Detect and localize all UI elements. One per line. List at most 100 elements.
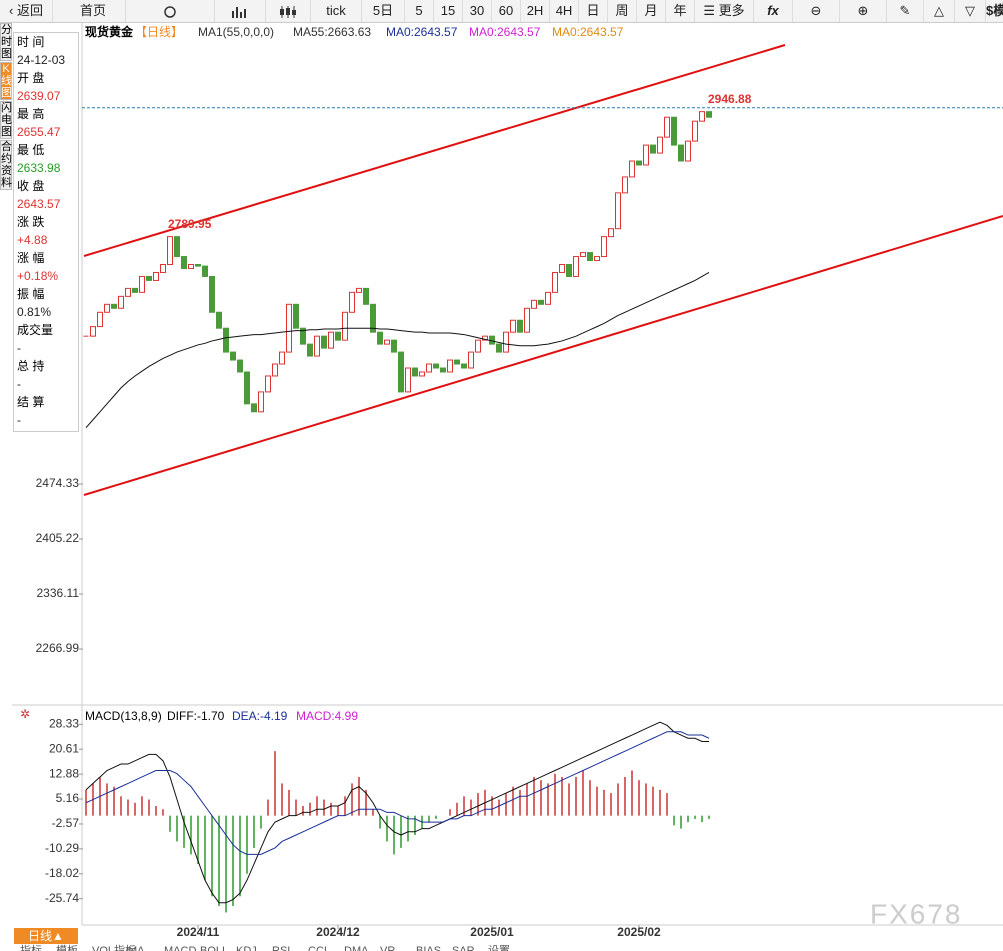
- period-button[interactable]: tick: [311, 0, 362, 22]
- tab[interactable]: DMA: [344, 945, 369, 951]
- candle: [608, 228, 614, 238]
- info-value: 0.81%: [17, 305, 52, 319]
- period-button[interactable]: 5日: [362, 0, 405, 22]
- tab[interactable]: 模板: [56, 945, 78, 951]
- zoom-in-button[interactable]: ⊕: [840, 0, 887, 22]
- y-tick-label: 2474.33: [36, 476, 80, 490]
- tab[interactable]: SAR: [452, 945, 475, 951]
- tab[interactable]: VOL指标: [92, 945, 137, 951]
- info-key: 开 盘: [17, 71, 45, 85]
- candle-button[interactable]: [266, 0, 311, 22]
- tool-button[interactable]: ▽: [955, 0, 986, 22]
- y-tick-label: 28.33: [49, 716, 79, 730]
- candle: [265, 375, 271, 393]
- candle: [384, 339, 390, 345]
- period-button[interactable]: 60: [492, 0, 521, 22]
- candle: [650, 144, 656, 154]
- candle: [629, 160, 635, 178]
- info-key: 涨 跌: [17, 215, 45, 229]
- candle: [475, 339, 481, 353]
- formula-button[interactable]: fx: [754, 0, 793, 22]
- candle: [447, 359, 453, 373]
- back-button[interactable]: ‹ 返回: [0, 0, 53, 22]
- bottom-tabs: 日线▲ 指标 模板 VOL指标 MA MACD BOLL KDJ RSI CCI DMA VR BIAS…: [0, 928, 1003, 951]
- candle: [461, 363, 467, 369]
- tool-button[interactable]: △: [924, 0, 955, 22]
- tab[interactable]: RSI: [272, 945, 291, 951]
- side-tab[interactable]: 闪电图: [0, 101, 12, 139]
- trend-channel-line[interactable]: [83, 44, 786, 257]
- period-button[interactable]: 30: [463, 0, 492, 22]
- candle: [321, 335, 327, 349]
- period-button[interactable]: 年: [666, 0, 695, 22]
- settings-icon[interactable]: ✲: [20, 707, 30, 721]
- info-value: +0.18%: [17, 269, 59, 283]
- refresh-button[interactable]: [126, 0, 215, 22]
- candle: [356, 287, 362, 293]
- info-key: 时 间: [17, 35, 45, 49]
- candle: [664, 116, 670, 138]
- label: 首页: [79, 3, 106, 18]
- y-tick-label: 20.61: [49, 741, 79, 755]
- tab[interactable]: 指标: [20, 945, 42, 951]
- period-button[interactable]: 周: [608, 0, 637, 22]
- candle: [258, 391, 264, 413]
- draw-button[interactable]: ✎: [887, 0, 924, 22]
- tab[interactable]: 设置: [488, 945, 510, 951]
- candle: [517, 319, 523, 333]
- candle: [363, 287, 369, 305]
- tab[interactable]: MA: [128, 945, 145, 951]
- home-button[interactable]: 首页: [53, 0, 126, 22]
- tab[interactable]: BOLL: [200, 945, 229, 951]
- y-tick-label: 2405.22: [36, 531, 80, 545]
- legend-item: MA0:2643.57: [552, 25, 624, 39]
- candle: [209, 275, 215, 313]
- tab[interactable]: KDJ: [236, 945, 257, 951]
- more-button[interactable]: ☰ 更多: [695, 0, 754, 22]
- trend-channel-line[interactable]: [83, 215, 1003, 496]
- x-tick-label: 2024/12: [316, 925, 360, 939]
- candle: [678, 144, 684, 162]
- simulate-button[interactable]: $模拟: [986, 0, 1003, 22]
- legend-indicator: MA1(55,0,0,0): [198, 25, 274, 39]
- period-button[interactable]: 4H: [550, 0, 579, 22]
- y-tick-label: -2.57: [52, 816, 80, 830]
- period-button[interactable]: 2H: [521, 0, 550, 22]
- candle: [454, 359, 460, 365]
- side-tab[interactable]: K线图: [0, 62, 12, 100]
- candle: [286, 303, 292, 353]
- candle: [335, 331, 341, 341]
- candle: [657, 136, 663, 154]
- candle: [433, 363, 439, 369]
- info-value: -: [17, 377, 21, 391]
- zoom-out-button[interactable]: ⊖: [793, 0, 840, 22]
- candle: [559, 264, 565, 273]
- side-tab[interactable]: 合约资料: [0, 140, 12, 190]
- period-button[interactable]: 月: [637, 0, 666, 22]
- active-tab[interactable]: 日线▲: [14, 928, 78, 944]
- candle: [328, 331, 334, 349]
- x-tick-label: 2024/11: [177, 925, 220, 939]
- y-tick-label: 2336.11: [37, 586, 80, 600]
- info-key: 收 盘: [17, 179, 45, 193]
- period-button[interactable]: 15: [434, 0, 463, 22]
- tab[interactable]: MACD: [164, 945, 197, 951]
- period-button[interactable]: 日: [579, 0, 608, 22]
- tab[interactable]: CCI: [308, 945, 327, 951]
- legend-item: MA55:2663.63: [293, 25, 371, 39]
- candle: [545, 291, 551, 305]
- watermark: FX678: [870, 898, 963, 929]
- chart-type-button[interactable]: [215, 0, 266, 22]
- ma-line: [85, 272, 710, 429]
- tab[interactable]: BIAS: [416, 945, 442, 951]
- tab[interactable]: VR: [380, 945, 396, 951]
- icon: [164, 5, 176, 18]
- period-button[interactable]: 5: [405, 0, 434, 22]
- info-panel: 时 间 24-12-03 开 盘 2639.07 最 高 2655.47 最 低 2633.9…: [13, 32, 79, 432]
- candle: [342, 311, 348, 341]
- candle: [195, 264, 201, 267]
- side-tab[interactable]: 分时图: [0, 23, 12, 61]
- info-value: -: [17, 413, 21, 427]
- macd-diff: DIFF:-1.70: [167, 709, 225, 723]
- candle: [111, 303, 117, 309]
